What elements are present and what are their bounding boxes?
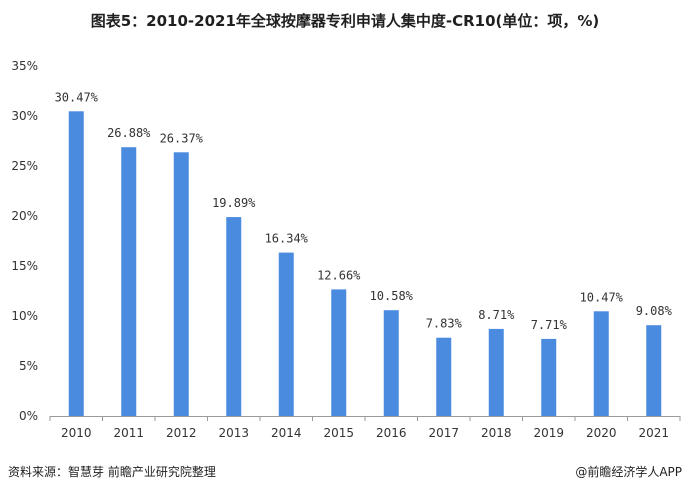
x-tick-label: 2014 xyxy=(271,426,302,440)
x-tick-label: 2012 xyxy=(166,426,197,440)
data-label: 8.71% xyxy=(478,308,515,322)
bar xyxy=(646,325,662,416)
y-tick-label: 15% xyxy=(11,259,38,273)
x-tick-label: 2011 xyxy=(113,426,144,440)
data-label: 16.34% xyxy=(265,232,309,246)
data-label: 19.89% xyxy=(212,196,256,210)
bar xyxy=(593,311,609,416)
bar xyxy=(121,147,137,416)
data-labels: 30.47% 26.88% 26.37% 19.89% 16.34% 12.66% 10.5… xyxy=(55,90,673,332)
y-tick-label: 10% xyxy=(11,309,38,323)
bar xyxy=(278,252,294,416)
y-tick-label: 25% xyxy=(11,159,38,173)
data-label: 9.08% xyxy=(636,304,673,318)
x-tick-label: 2013 xyxy=(218,426,249,440)
y-tick-label: 35% xyxy=(11,59,38,73)
data-label: 10.58% xyxy=(370,289,414,303)
x-tick-label: 2017 xyxy=(428,426,459,440)
bar xyxy=(226,217,242,416)
data-label: 26.37% xyxy=(160,131,204,145)
x-axis: 2010 2011 2012 2013 2014 2015 2016 2017 2018 2019… xyxy=(49,416,681,440)
source-note: 资料来源：智慧芽 前瞻产业研究院整理 xyxy=(8,465,216,479)
bar xyxy=(436,337,452,416)
bar-chart: 0%5%10%15%20%25%30%35% 2010 2011 2012 2013 2… xyxy=(11,59,681,440)
x-tick-label: 2021 xyxy=(638,426,669,440)
y-tick-label: 30% xyxy=(11,109,38,123)
data-label: 10.47% xyxy=(580,290,624,304)
chart-title: 图表5：2010-2021年全球按摩器专利申请人集中度-CR10(单位：项，%) xyxy=(90,12,600,30)
bars xyxy=(68,111,662,417)
y-tick-label: 5% xyxy=(19,359,38,373)
x-tick-label: 2010 xyxy=(61,426,92,440)
x-tick-label: 2019 xyxy=(533,426,564,440)
x-tick-label: 2020 xyxy=(586,426,617,440)
bar xyxy=(541,338,557,416)
x-tick-label: 2015 xyxy=(323,426,354,440)
footer: 资料来源：智慧芽 前瞻产业研究院整理 @前瞻经济学人APP xyxy=(8,463,682,483)
data-label: 12.66% xyxy=(317,268,361,282)
bar xyxy=(383,310,399,416)
y-tick-label: 0% xyxy=(19,409,38,423)
data-label: 26.88% xyxy=(107,126,151,140)
data-label: 7.83% xyxy=(426,317,463,331)
bar xyxy=(331,289,347,416)
data-label: 30.47% xyxy=(55,90,99,104)
bar xyxy=(68,111,84,417)
y-axis: 0% 5% 10% 15% 20% 25% 30% 35% xyxy=(11,59,38,423)
brand-credit: @前瞻经济学人APP xyxy=(575,465,682,479)
bar xyxy=(173,152,189,417)
bar xyxy=(488,328,504,416)
y-tick-label: 20% xyxy=(11,209,38,223)
x-tick-label: 2018 xyxy=(481,426,512,440)
data-label: 7.71% xyxy=(531,318,568,332)
x-tick-label: 2016 xyxy=(376,426,407,440)
